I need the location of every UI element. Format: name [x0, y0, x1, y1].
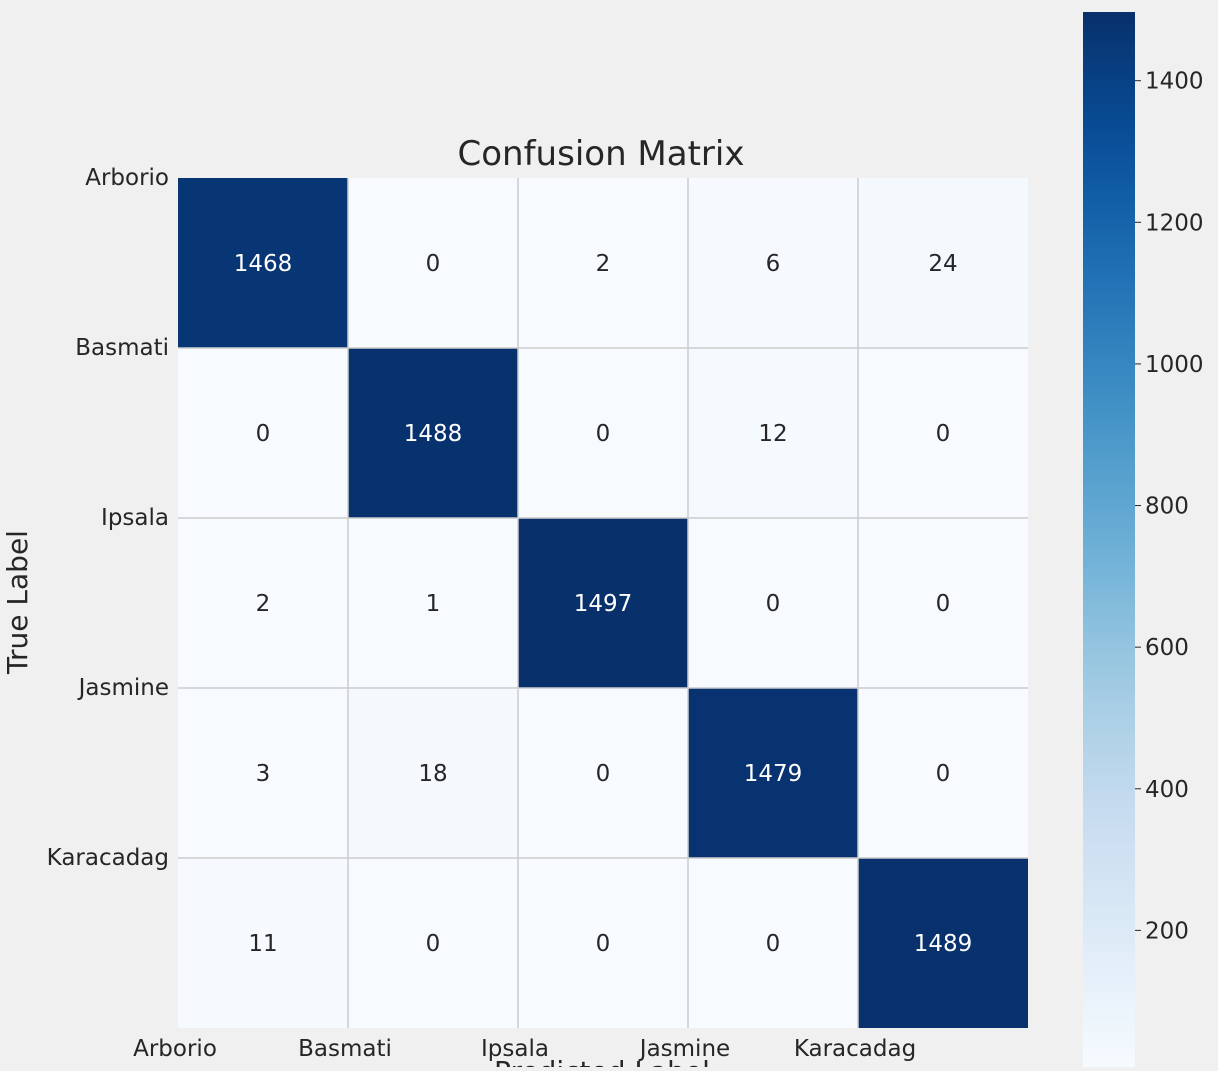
heatmap-cell [518, 348, 688, 518]
heatmap-gridlines [178, 178, 1028, 1028]
colorbar [1083, 12, 1135, 1067]
y-tick-label: Jasmine [77, 675, 169, 701]
heatmap-cell [348, 178, 518, 348]
heatmap-cell [688, 178, 858, 348]
colorbar-tick-labels: 200 400 600 800 1000 1200 1400 [1135, 69, 1204, 944]
chart-title: Confusion Matrix [458, 134, 745, 174]
cell-value-label: 0 [596, 421, 611, 447]
cell-value-label: 0 [596, 761, 611, 787]
cell-value-label: 1489 [914, 931, 973, 957]
cell-value-label: 1479 [744, 761, 803, 787]
cell-value-label: 1468 [234, 251, 293, 277]
cell-value-label: 0 [766, 591, 781, 617]
y-tick-labels: Arborio Basmati Ipsala Jasmine Karacadag [47, 165, 169, 871]
heatmap-cell [688, 348, 858, 518]
cell-value-label: 0 [766, 931, 781, 957]
heatmap-cell [858, 688, 1028, 858]
colorbar-tick-label: 400 [1145, 777, 1189, 803]
heatmap-cell [348, 688, 518, 858]
heatmap-cell [518, 688, 688, 858]
heatmap-cell [688, 688, 858, 858]
cell-value-label: 0 [426, 931, 441, 957]
x-tick-label: Karacadag [794, 1036, 916, 1062]
y-tick-label: Basmati [75, 335, 169, 361]
heatmap-cell [688, 518, 858, 688]
heatmap-cell [178, 518, 348, 688]
x-tick-label: Basmati [298, 1036, 392, 1062]
cell-value-label: 12 [758, 421, 787, 447]
y-tick-label: Ipsala [101, 505, 169, 531]
colorbar-tick-label: 600 [1145, 635, 1189, 661]
cell-value-label: 0 [936, 591, 951, 617]
x-tick-labels: Arborio Basmati Ipsala Jasmine Karacadag [133, 1036, 916, 1062]
y-tick-label: Arborio [85, 165, 169, 191]
cell-value-label: 1497 [574, 591, 633, 617]
cell-value-label: 0 [426, 251, 441, 277]
cell-value-label: 24 [928, 251, 957, 277]
cell-value-label: 1 [426, 591, 441, 617]
cell-value-label: 18 [418, 761, 447, 787]
heatmap-cell [858, 858, 1028, 1028]
heatmap-cell [858, 348, 1028, 518]
heatmap-cell [518, 858, 688, 1028]
colorbar-tick-label: 1200 [1145, 210, 1204, 236]
heatmap-cell [348, 518, 518, 688]
heatmap-cell [858, 518, 1028, 688]
heatmap-cell [518, 518, 688, 688]
colorbar-tick-label: 1000 [1145, 352, 1204, 378]
cell-value-label: 1488 [404, 421, 463, 447]
colorbar-tick-label: 800 [1145, 494, 1189, 520]
colorbar-tick-label: 200 [1145, 918, 1189, 944]
heatmap-cells [178, 178, 1028, 1028]
y-tick-label: Karacadag [47, 845, 169, 871]
cell-value-label: 0 [256, 421, 271, 447]
heatmap-cell [178, 348, 348, 518]
heatmap-cell-labels: 1468 0 2 6 24 0 1488 0 12 0 2 1 1497 0 0 3 18 0 1479 0 11 0 0 0… [234, 251, 973, 957]
heatmap-cell [178, 858, 348, 1028]
cell-value-label: 0 [936, 421, 951, 447]
x-axis-label: Predicted Label [494, 1055, 710, 1067]
x-tick-label: Jasmine [638, 1036, 730, 1062]
cell-value-label: 0 [596, 931, 611, 957]
heatmap-cell [178, 688, 348, 858]
heatmap-cell [518, 178, 688, 348]
heatmap-cell [348, 348, 518, 518]
heatmap-cell [858, 178, 1028, 348]
cell-value-label: 2 [596, 251, 611, 277]
cell-value-label: 3 [256, 761, 271, 787]
y-axis-label: True Label [1, 530, 34, 675]
x-tick-label: Ipsala [481, 1036, 549, 1062]
cell-value-label: 0 [936, 761, 951, 787]
heatmap-cell [688, 858, 858, 1028]
heatmap-cell [348, 858, 518, 1028]
cell-value-label: 6 [766, 251, 781, 277]
cell-value-label: 11 [248, 931, 277, 957]
heatmap-cell [178, 178, 348, 348]
colorbar-tick-label: 1400 [1145, 69, 1204, 95]
x-tick-label: Arborio [133, 1036, 217, 1062]
cell-value-label: 2 [256, 591, 271, 617]
